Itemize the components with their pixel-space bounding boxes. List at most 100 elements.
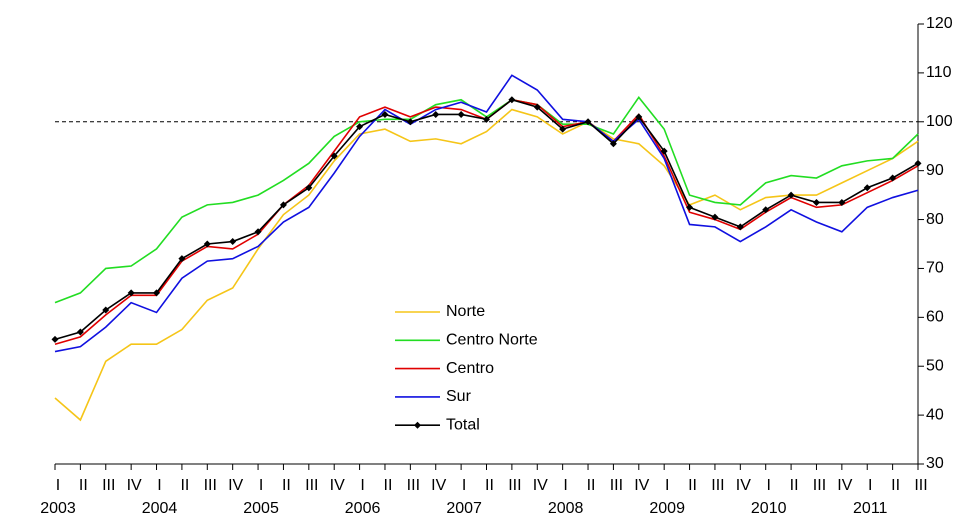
line-series	[54, 98, 919, 345]
year-label: 2007	[446, 500, 482, 517]
x-tick-label: III	[610, 477, 623, 494]
marker	[762, 206, 770, 214]
marker	[889, 174, 897, 182]
marker	[76, 328, 84, 336]
x-tick-label: III	[407, 477, 420, 494]
line-series	[54, 98, 919, 341]
marker	[356, 123, 364, 131]
legend-label: Centro	[446, 360, 494, 377]
year-label: 2003	[40, 500, 76, 517]
x-tick-label: II	[282, 477, 291, 494]
marker	[229, 238, 237, 246]
year-label: 2005	[243, 500, 279, 517]
year-label: 2011	[853, 500, 888, 517]
marker	[406, 118, 414, 126]
marker	[660, 147, 668, 155]
marker	[432, 110, 440, 118]
marker	[711, 213, 719, 221]
x-tick-label: III	[102, 477, 115, 494]
legend-label: Sur	[446, 388, 472, 405]
marker	[483, 115, 490, 123]
marker	[559, 125, 567, 133]
y-tick-label: 50	[926, 357, 944, 374]
marker	[254, 228, 262, 236]
x-tick-label: IV	[228, 477, 243, 494]
x-tick-label: III	[711, 477, 724, 494]
x-tick-label: II	[79, 477, 88, 494]
marker	[305, 184, 313, 192]
marker	[686, 203, 694, 211]
x-tick-label: IV	[330, 477, 345, 494]
x-tick-label: III	[204, 477, 217, 494]
legend-label: Norte	[446, 303, 485, 320]
marker	[838, 198, 846, 206]
marker	[102, 306, 110, 314]
x-tick-label: II	[384, 477, 393, 494]
y-tick-label: 30	[926, 455, 944, 472]
x-tick-label: IV	[837, 477, 852, 494]
y-tick-label: 90	[926, 162, 944, 179]
year-label: 2004	[142, 500, 178, 517]
x-tick-label: IV	[127, 477, 142, 494]
x-tick-label: I	[259, 477, 263, 494]
x-tick-label: IV	[634, 477, 649, 494]
y-tick-label: 120	[926, 15, 953, 32]
marker	[736, 223, 744, 231]
x-tick-label: III	[305, 477, 318, 494]
marker	[381, 110, 389, 118]
x-tick-label: II	[587, 477, 596, 494]
x-tick-label: I	[563, 477, 567, 494]
x-tick-label: IV	[533, 477, 548, 494]
marker	[178, 255, 186, 263]
year-label: 2009	[649, 500, 685, 517]
marker	[127, 289, 135, 297]
x-tick-label: IV	[431, 477, 446, 494]
year-label: 2006	[345, 500, 381, 517]
x-tick-label: III	[813, 477, 826, 494]
line-series	[54, 74, 919, 353]
marker	[533, 103, 541, 111]
year-label: 2008	[548, 500, 584, 517]
marker	[153, 289, 161, 297]
marker	[635, 113, 643, 121]
x-tick-label: III	[914, 477, 927, 494]
x-tick-label: II	[180, 477, 189, 494]
marker	[508, 96, 516, 104]
marker	[51, 335, 59, 343]
line-series	[54, 95, 919, 304]
marker	[330, 152, 338, 160]
marker	[279, 201, 287, 209]
marker	[863, 184, 871, 192]
marker	[457, 110, 465, 118]
legend-label: Centro Norte	[446, 332, 538, 349]
x-tick-label: I	[868, 477, 872, 494]
y-tick-label: 40	[926, 406, 944, 423]
y-tick-label: 100	[926, 113, 953, 130]
legend-marker	[414, 421, 421, 429]
x-tick-label: II	[485, 477, 494, 494]
x-tick-label: I	[766, 477, 770, 494]
marker	[609, 140, 617, 148]
y-tick-label: 110	[926, 64, 952, 81]
x-tick-label: II	[790, 477, 799, 494]
marker	[914, 159, 922, 167]
x-tick-label: II	[688, 477, 697, 494]
x-tick-label: II	[891, 477, 900, 494]
x-tick-label: III	[508, 477, 521, 494]
x-tick-label: I	[462, 477, 466, 494]
y-tick-label: 60	[926, 309, 944, 326]
marker	[584, 118, 592, 126]
marker	[203, 240, 211, 248]
marker	[787, 191, 795, 199]
x-tick-label: IV	[736, 477, 751, 494]
y-tick-label: 70	[926, 260, 944, 277]
x-tick-label: I	[360, 477, 364, 494]
x-tick-label: I	[56, 477, 60, 494]
legend-label: Total	[446, 416, 480, 433]
x-tick-label: I	[157, 477, 161, 494]
y-tick-label: 80	[926, 211, 944, 228]
marker	[812, 198, 820, 206]
x-tick-label: I	[665, 477, 669, 494]
year-label: 2010	[751, 500, 787, 517]
